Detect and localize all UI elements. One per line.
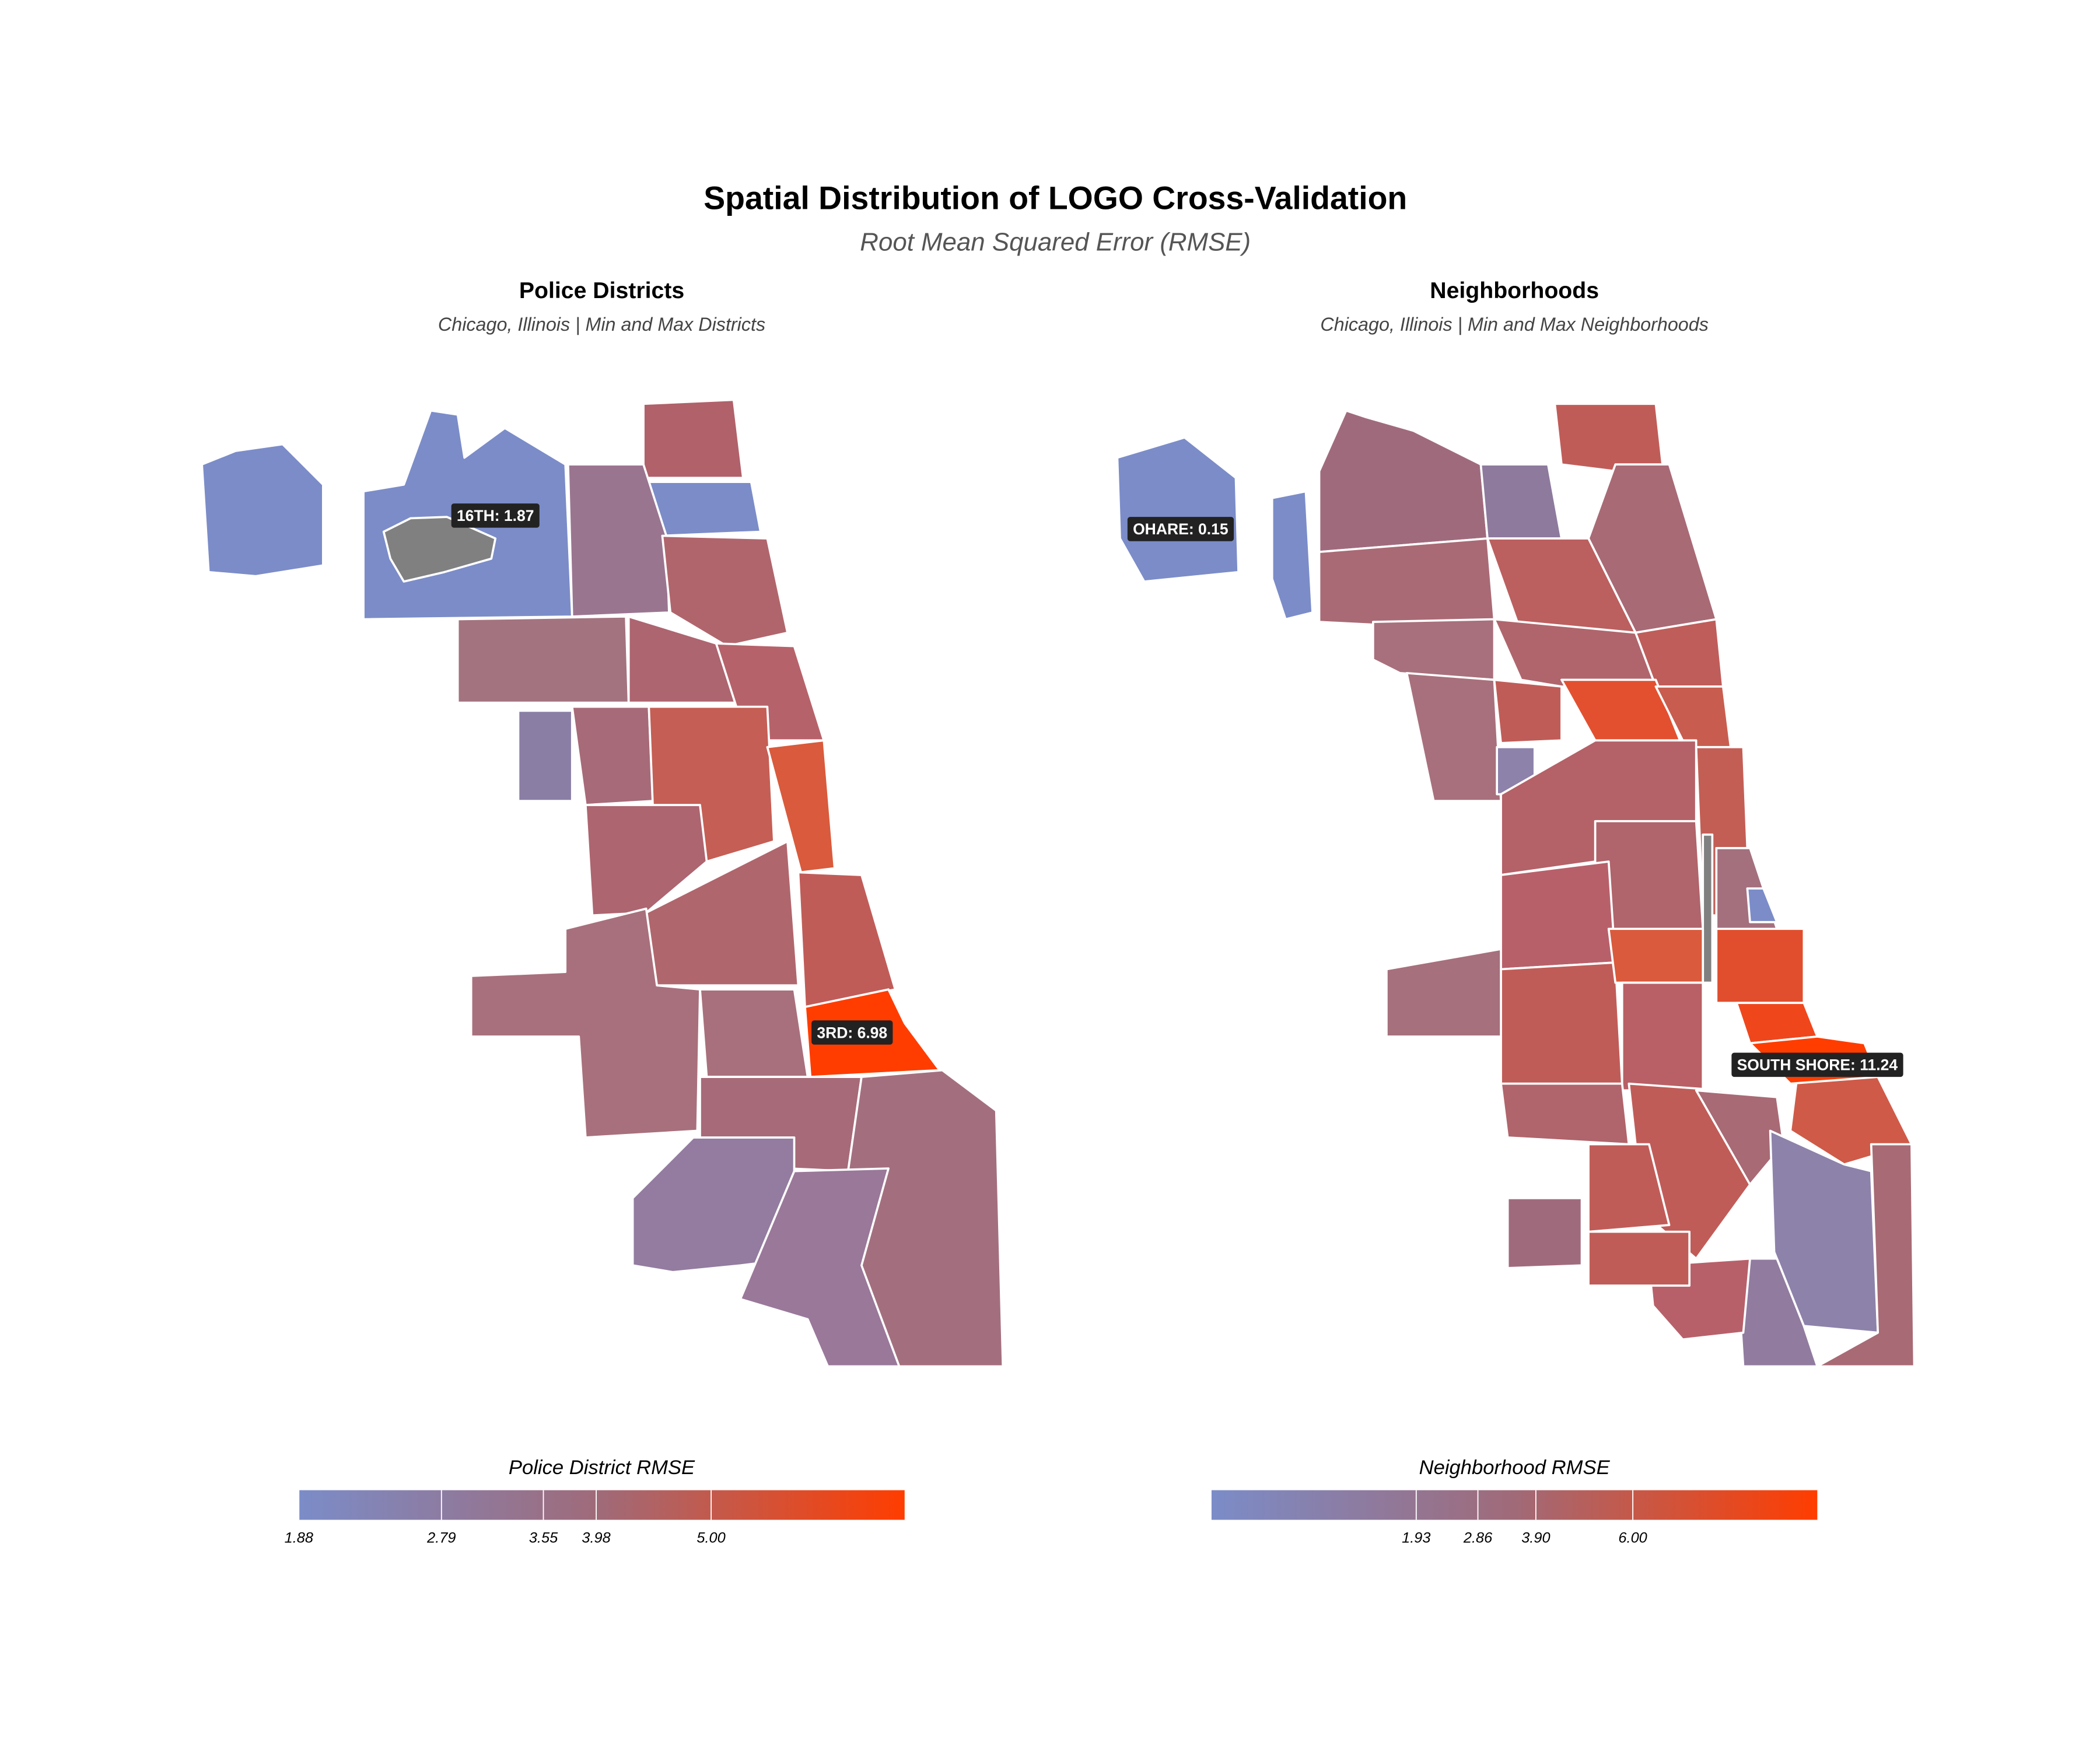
region <box>201 443 324 578</box>
panel-title: Neighborhoods <box>1430 278 1599 303</box>
legend-title: Neighborhood RMSE <box>1419 1457 1611 1479</box>
region <box>1715 928 1805 1005</box>
label-text: OHARE: 0.15 <box>1133 520 1228 538</box>
panel-title: Police Districts <box>519 278 684 303</box>
map-panel: Neighborhoods Chicago, Illinois | Min and… <box>1116 278 1916 1546</box>
region <box>1735 1257 1819 1368</box>
region <box>1816 1143 1916 1368</box>
label-background <box>451 503 540 528</box>
region <box>1702 833 1714 984</box>
region <box>1620 981 1704 1092</box>
legend-tick-label: 3.90 <box>1521 1530 1550 1546</box>
label-background <box>1127 517 1234 541</box>
region <box>1587 1143 1671 1233</box>
region-label: 16TH: 1.87 <box>451 503 540 528</box>
region-min <box>382 516 497 583</box>
legend-tick-label: 6.00 <box>1618 1530 1647 1546</box>
maps: Police Districts Chicago, Illinois | Min … <box>201 278 1916 1546</box>
region <box>1500 961 1623 1085</box>
region <box>584 804 708 917</box>
label-background <box>1731 1052 1903 1077</box>
region <box>1500 860 1617 971</box>
legend-tick-label: 3.55 <box>529 1530 558 1546</box>
region-min <box>1116 436 1240 583</box>
region <box>1270 490 1314 621</box>
map-panel: Police Districts Chicago, Illinois | Min … <box>201 278 1005 1546</box>
region <box>1506 1197 1583 1269</box>
colorbar <box>299 1490 905 1520</box>
colorbar <box>1211 1490 1818 1520</box>
region <box>1607 928 1704 984</box>
region <box>1479 463 1563 540</box>
legend-tick-label: 2.79 <box>426 1530 456 1546</box>
region <box>631 1136 796 1273</box>
region <box>456 615 630 704</box>
region <box>1318 410 1489 553</box>
legend-tick-label: 2.86 <box>1463 1530 1493 1546</box>
legend-tick-label: 1.93 <box>1402 1530 1430 1546</box>
region <box>1372 618 1496 681</box>
region <box>699 988 809 1078</box>
label-text: 16TH: 1.87 <box>457 507 534 524</box>
panel-subtitle: Chicago, Illinois | Min and Max District… <box>438 314 765 335</box>
region <box>739 1167 901 1368</box>
subtitle: Root Mean Squared Error (RMSE) <box>860 228 1251 256</box>
region <box>1318 537 1496 627</box>
region <box>661 534 789 648</box>
label-text: 3RD: 6.98 <box>817 1024 887 1041</box>
legend-tick-label: 1.88 <box>285 1530 313 1546</box>
legend-title: Police District RMSE <box>509 1457 695 1479</box>
region <box>517 709 573 802</box>
region-label: OHARE: 0.15 <box>1127 517 1234 541</box>
region <box>797 871 897 1008</box>
label-text: SOUTH SHORE: 11.24 <box>1737 1056 1898 1074</box>
region <box>570 705 654 806</box>
region-label: SOUTH SHORE: 11.24 <box>1731 1052 1903 1077</box>
label-background <box>811 1020 893 1045</box>
region-label: 3RD: 6.98 <box>811 1020 893 1045</box>
panel-subtitle: Chicago, Illinois | Min and Max Neighbor… <box>1320 314 1708 335</box>
legend-tick-label: 3.98 <box>582 1530 610 1546</box>
region <box>642 398 744 480</box>
region <box>1385 948 1506 1038</box>
legend-tick-label: 5.00 <box>696 1530 725 1546</box>
region <box>1553 402 1664 473</box>
region <box>1746 887 1778 923</box>
region <box>1500 1082 1630 1146</box>
region <box>766 739 836 874</box>
region <box>1587 1230 1690 1287</box>
title: Spatial Distribution of LOGO Cross-Valid… <box>704 180 1407 216</box>
region <box>1493 678 1563 744</box>
region <box>1405 672 1502 802</box>
